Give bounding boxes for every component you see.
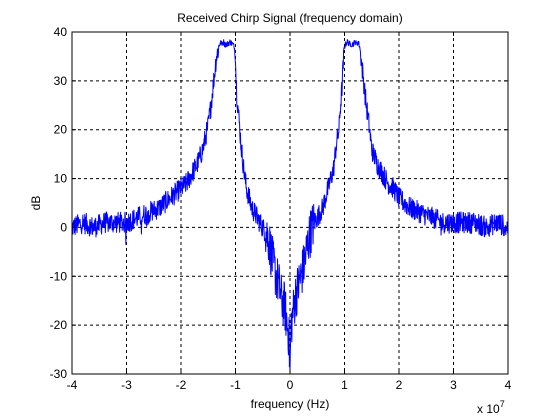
- y-tick-label: 0: [60, 220, 67, 234]
- x-tick-label: 1: [341, 378, 348, 392]
- y-tick-label: 20: [54, 123, 68, 137]
- y-tick-label: -10: [50, 269, 68, 283]
- y-tick-label: 30: [54, 74, 68, 88]
- y-tick-label: 40: [54, 25, 68, 39]
- x-tick-label: -4: [67, 378, 78, 392]
- x-axis-multiplier-base: x 10: [477, 402, 500, 416]
- chart-title: Received Chirp Signal (frequency domain): [177, 11, 402, 25]
- x-tick-label: 4: [505, 378, 512, 392]
- x-axis-multiplier-exponent: 7: [500, 399, 505, 409]
- grid-layer: [72, 32, 508, 374]
- x-tick-label: -3: [121, 378, 132, 392]
- tick-layer: [71, 31, 509, 375]
- x-tick-label: -1: [230, 378, 241, 392]
- x-tick-label: -2: [176, 378, 187, 392]
- y-tick-label: -20: [50, 318, 68, 332]
- x-axis-label: frequency (Hz): [251, 397, 330, 411]
- y-tick-labels: -30 -20 -10 0 10 20 30 40: [50, 25, 68, 381]
- x-tick-labels: -4 -3 -2 -1 0 1 2 3 4: [67, 378, 512, 392]
- x-tick-label: 0: [287, 378, 294, 392]
- y-tick-label: 10: [54, 172, 68, 186]
- y-tick-label: -30: [50, 367, 68, 381]
- y-axis-label: dB: [29, 196, 43, 211]
- x-tick-label: 3: [450, 378, 457, 392]
- x-axis-multiplier: x 107: [477, 399, 505, 416]
- x-tick-label: 2: [396, 378, 403, 392]
